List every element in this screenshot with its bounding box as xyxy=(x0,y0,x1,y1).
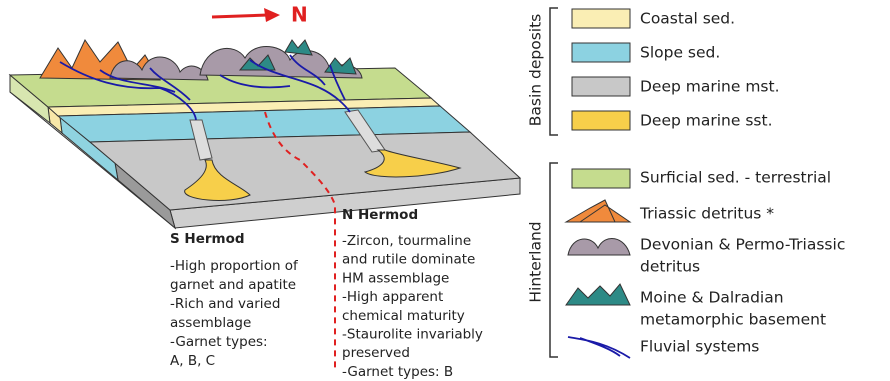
north-arrow: N xyxy=(212,3,308,27)
note-line: and rutile dominate xyxy=(342,252,475,268)
n-hermod-text: N Hermod -Zircon, tourmaline and rutile d… xyxy=(342,207,483,380)
note-line: -Rich and varied xyxy=(170,296,280,312)
s-hermod-title: S Hermod xyxy=(170,231,245,247)
figure: N S Hermod -High proportion of garnet and… xyxy=(0,0,890,381)
legend-label: Triassic detritus * xyxy=(639,205,774,223)
legend-label: Surficial sed. - terrestrial xyxy=(640,169,831,187)
note-line: -High proportion of xyxy=(170,258,299,274)
basin-deposits-label: Basin deposits xyxy=(527,14,545,127)
n-hermod-title: N Hermod xyxy=(342,207,418,223)
legend-label: Deep marine sst. xyxy=(640,112,773,130)
legend: Basin deposits Hinterland Coastal sed. Sl… xyxy=(527,8,846,358)
note-line: chemical maturity xyxy=(342,308,465,324)
note-line: -Garnet types: xyxy=(170,334,268,350)
note-line: garnet and apatite xyxy=(170,277,296,293)
legend-label: Devonian & Permo-Triassic xyxy=(640,236,845,254)
legend-label: metamorphic basement xyxy=(640,311,826,329)
block-diagram xyxy=(10,40,520,228)
note-line: -Zircon, tourmaline xyxy=(342,233,471,249)
note-line: -Garnet types: B xyxy=(342,364,453,380)
note-line: -High apparent xyxy=(342,289,443,305)
north-label: N xyxy=(291,3,308,27)
note-line: HM assemblage xyxy=(342,270,449,286)
s-hermod-text: S Hermod -High proportion of garnet and a… xyxy=(170,231,299,369)
legend-label: Moine & Dalradian xyxy=(640,289,784,307)
legend-label: Deep marine mst. xyxy=(640,78,780,96)
note-line: assemblage xyxy=(170,315,251,331)
note-line: A, B, C xyxy=(170,353,215,369)
hinterland-label: Hinterland xyxy=(527,221,545,302)
legend-label: Slope sed. xyxy=(640,44,720,62)
note-line: preserved xyxy=(342,345,410,361)
note-line: -Staurolite invariably xyxy=(342,327,483,343)
legend-label: Fluvial systems xyxy=(640,338,759,356)
legend-label: Coastal sed. xyxy=(640,10,735,28)
legend-label: detritus xyxy=(640,258,700,276)
